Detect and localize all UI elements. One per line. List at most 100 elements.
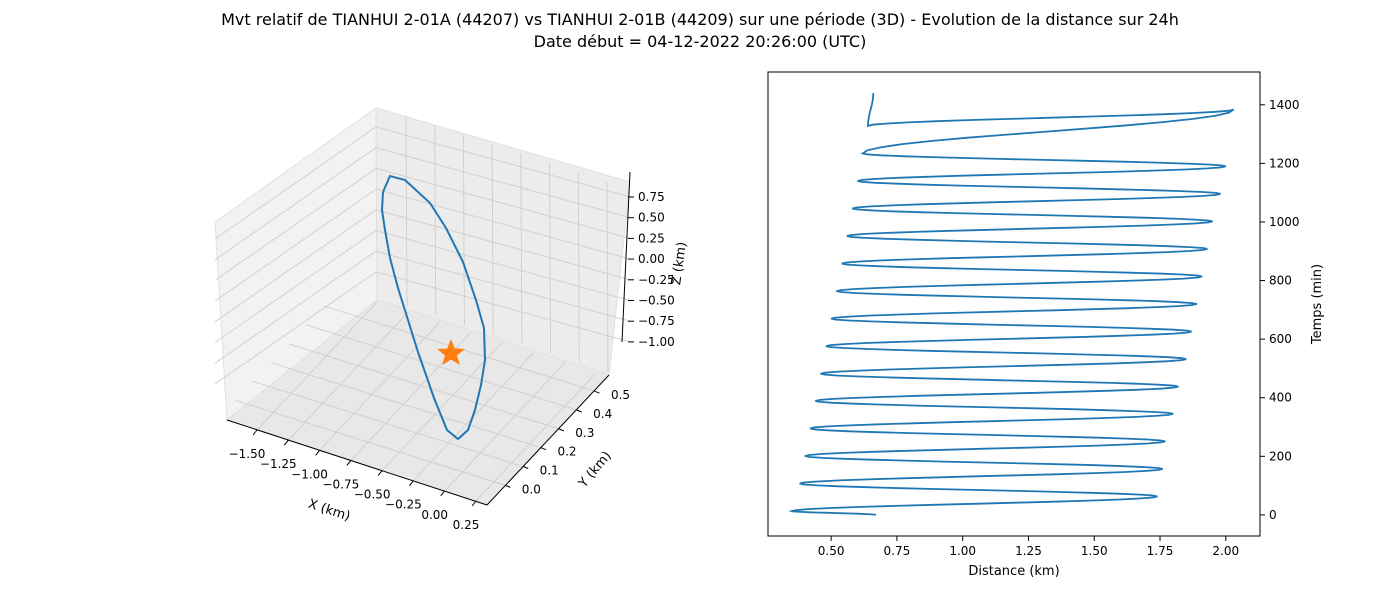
grid-line (270, 362, 542, 449)
y-tick-label: 200 (1269, 449, 1292, 463)
x-tick-label: 0.50 (818, 544, 845, 558)
x-axis-line (226, 419, 488, 506)
grid-line (214, 250, 377, 364)
y-ticks-time: 0 200 400 600 800 1000 1200 1400 (1260, 98, 1300, 522)
z-axis-label: Z (km) (669, 241, 690, 286)
grid-line (324, 305, 595, 392)
x-axis-label: X (km) (306, 497, 352, 525)
grid-line (214, 167, 377, 281)
y-tick (558, 428, 565, 432)
grid-line (214, 126, 377, 240)
z-tick-label: 0.75 (638, 190, 665, 204)
x-tick (283, 439, 289, 446)
z-tick-label: −0.25 (638, 273, 675, 287)
grid-line (288, 343, 560, 430)
grid-line (214, 147, 377, 261)
x-ticks-distance: 0.50 0.75 1.00 1.25 1.50 1.75 2.00 (818, 536, 1239, 558)
y-tick-label: 0.2 (557, 445, 576, 459)
grid-line (375, 167, 631, 239)
x-tick-label: 1.50 (1081, 544, 1108, 558)
z-tick-label: −0.50 (638, 294, 675, 308)
x-ticks-3d: −1.50−1.25−1.00−0.75−0.50−0.250.00 0.25 (229, 429, 480, 532)
y-tick-label: 0.4 (593, 407, 612, 421)
x-tick-label: −1.25 (260, 457, 297, 471)
grid-line (375, 147, 631, 219)
x-tick-label: 0.25 (453, 518, 480, 532)
y-tick (576, 409, 582, 413)
y-tick-label: 1000 (1269, 215, 1300, 229)
y-tick-label: 800 (1269, 274, 1292, 288)
grid-line (375, 271, 631, 343)
series-distance-line (788, 93, 1235, 516)
grid-line (381, 342, 503, 471)
x-tick-label: 1.00 (949, 544, 976, 558)
grid-line (319, 321, 440, 451)
grid-line (287, 311, 409, 441)
chart-subtitle: Date début = 04-12-2022 20:26:00 (UTC) (533, 32, 867, 51)
x-tick-label: −0.25 (385, 498, 422, 512)
plot-area (767, 71, 1261, 537)
grid-line (306, 324, 577, 411)
x-tick (252, 429, 258, 436)
y-tick (594, 390, 600, 394)
z-tick-label: −1.00 (638, 335, 675, 349)
x-tick (346, 460, 352, 466)
grid-line (375, 250, 631, 322)
y-tick (505, 484, 511, 488)
y-tick-label: 1200 (1269, 156, 1300, 170)
y-axis-line (486, 374, 610, 506)
x-tick-label: 1.75 (1147, 544, 1174, 558)
z-tick-label: 0.50 (638, 211, 665, 225)
grid-line (434, 125, 437, 316)
grid-line (491, 144, 494, 335)
grid-line (606, 181, 609, 373)
y-tick (540, 447, 547, 451)
x-tick-label: 2.00 (1212, 544, 1239, 558)
z-tick-label: 0.00 (638, 252, 665, 266)
x-tick (315, 449, 320, 456)
y-tick-label: 400 (1269, 391, 1292, 405)
grid-line (235, 399, 506, 486)
grid-line (444, 362, 566, 492)
x-tick-label: 0.00 (421, 508, 448, 522)
grid-line (214, 188, 377, 302)
y-tick (522, 466, 529, 469)
x-tick-label: −1.50 (229, 447, 266, 461)
x-tick-label: 0.75 (884, 544, 911, 558)
grid-line (462, 134, 465, 325)
x-tick (440, 490, 446, 497)
y-tick-label: 0.3 (575, 426, 594, 440)
grid-line (405, 115, 408, 307)
y-tick-label: 0 (1269, 508, 1277, 522)
x-tick-label: −1.00 (291, 467, 328, 481)
y-tick-label: 0.0 (522, 482, 541, 496)
x-tick-label: −0.50 (354, 488, 391, 502)
y-tick-label: 600 (1269, 332, 1292, 346)
y-tick-label: 0.5 (611, 388, 630, 402)
grid-line (214, 271, 377, 385)
plot-3d: −1.50−1.25−1.00−0.75−0.50−0.250.000.25 X… (214, 107, 690, 532)
chart-title: Mvt relatif de TIANHUI 2-01A (44207) vs … (221, 10, 1179, 29)
grid-line (375, 209, 631, 281)
x-tick (471, 500, 477, 507)
grid-line (256, 301, 378, 431)
trajectory-3d (380, 174, 487, 441)
grid-3d (214, 115, 631, 502)
x-tick (409, 480, 414, 487)
grid-line (375, 188, 631, 260)
grid-line (577, 172, 580, 363)
y-axis-label-time: Temps (min) (1310, 264, 1325, 345)
grid-line (375, 230, 631, 301)
grid-line (214, 230, 377, 343)
grid-line (253, 381, 524, 467)
y-ticks-3d: 0.0 0.1 0.2 0.3 0.4 0.5 (505, 388, 630, 496)
y-tick-label: 1400 (1269, 98, 1300, 112)
x-tick (377, 470, 383, 476)
z-tick-label: −0.75 (638, 314, 675, 328)
x-tick-label: −0.75 (322, 477, 359, 491)
z-axis-line (621, 171, 631, 343)
origin-star-marker (437, 339, 465, 365)
x-axis-label-distance: Distance (km) (968, 564, 1059, 579)
grid-line (475, 372, 597, 502)
